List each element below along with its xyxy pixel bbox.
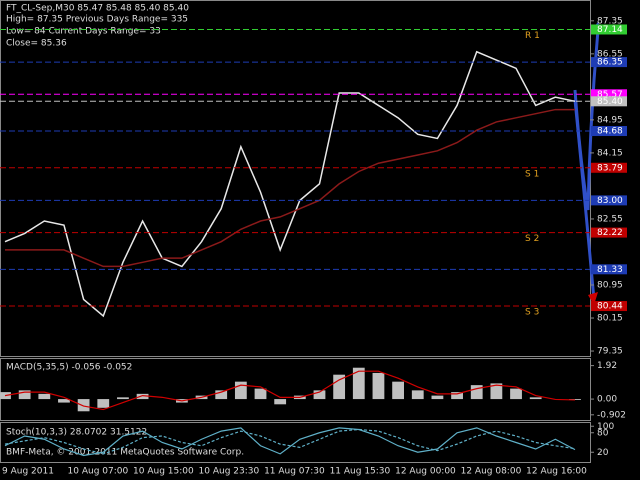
x-tick-label: 9 Aug 2011 — [2, 467, 54, 477]
y-tick-label: 86.55 — [597, 49, 623, 59]
level-name: S 3 — [525, 308, 539, 318]
macd-bar — [431, 395, 444, 400]
y-tick-label: 100 — [597, 422, 614, 432]
macd-bar — [215, 390, 228, 400]
x-tick-label: 10 Aug 23:30 — [199, 467, 260, 477]
macd-bar — [372, 372, 385, 400]
y-tick-label: 79.35 — [597, 347, 623, 357]
level-name: S 2 — [525, 234, 539, 244]
level-tag — [591, 195, 627, 206]
level-tag — [591, 96, 627, 107]
macd-bar — [529, 397, 542, 400]
y-tick-label: 84.95 — [597, 115, 623, 125]
macd-bar — [117, 397, 129, 400]
macd-bar — [18, 390, 31, 400]
macd-bar — [58, 399, 70, 403]
x-tick-label: 10 Aug 15:00 — [133, 467, 194, 477]
main-title: FT_CL-Sep,M30 85.47 85.48 85.40 85.40 — [6, 4, 189, 14]
arrow-head — [588, 292, 598, 305]
stoch-title: Stoch(10,3,3) 28.0702 31.5122 — [6, 428, 147, 438]
y-tick-label: 1.92 — [597, 361, 617, 371]
x-tick-label: 10 Aug 07:00 — [68, 467, 129, 477]
level-tag — [591, 264, 627, 275]
x-tick-label: 11 Aug 07:30 — [264, 467, 325, 477]
level-tag — [591, 227, 627, 238]
copyright: BMF-Meta, © 2001-2011 MetaQuotes Softwar… — [6, 448, 244, 458]
level-label: 83.00 — [597, 196, 623, 206]
level-label: 80.44 — [597, 302, 623, 312]
y-tick-label: 80.95 — [597, 281, 623, 291]
y-tick-label: 80.15 — [597, 314, 623, 324]
y-tick-label: 82.55 — [597, 214, 623, 224]
y-tick-label: -0.902 — [597, 410, 626, 420]
level-label: 82.22 — [597, 228, 623, 238]
info-line: Low= 84 Current Days Range= 33 — [6, 27, 161, 37]
macd-bar — [490, 383, 503, 400]
macd-bar — [470, 385, 483, 400]
level-tag — [591, 57, 627, 68]
series-line — [4, 50, 576, 318]
level-tag — [591, 301, 627, 312]
macd-bar — [333, 374, 346, 400]
macd-bar — [38, 393, 51, 400]
macd-bar — [392, 381, 404, 400]
info-line: High= 87.35 Previous Days Range= 335 — [6, 15, 188, 25]
level-label: 86.35 — [597, 58, 623, 68]
series-line — [5, 108, 575, 268]
macd-title: MACD(5,35,5) -0.056 -0.052 — [6, 363, 132, 373]
y-tick-label: 84.15 — [597, 148, 623, 158]
level-label: 81.33 — [597, 265, 623, 275]
forecast-arrow — [573, 99, 596, 301]
y-tick-label: 80 — [597, 428, 609, 438]
level-tag — [591, 89, 627, 100]
macd-bar — [254, 388, 267, 400]
level-tag — [591, 24, 627, 35]
level-tag — [591, 162, 627, 173]
macd-bar — [97, 399, 110, 408]
x-tick-label: 11 Aug 15:30 — [330, 467, 391, 477]
y-tick-label: 20 — [597, 448, 609, 458]
y-tick-label: 0.00 — [597, 395, 617, 405]
x-tick-label: 12 Aug 00:00 — [395, 467, 456, 477]
macd-bar — [411, 390, 424, 400]
level-tag — [591, 126, 627, 137]
level-label: 85.57 — [597, 90, 623, 100]
x-tick-label: 12 Aug 16:00 — [526, 467, 587, 477]
x-tick-label: 12 Aug 08:00 — [461, 467, 522, 477]
macd-bar — [510, 388, 522, 400]
macd-bar — [234, 381, 247, 400]
macd-bar — [451, 392, 463, 400]
macd-bar — [77, 399, 90, 412]
stoch-frame — [0, 422, 591, 463]
macd-frame — [0, 358, 591, 421]
level-label: 85.40 — [597, 97, 623, 107]
macd-bar — [313, 390, 326, 400]
level-label: 87.14 — [597, 25, 623, 35]
info-line: Close= 85.36 — [6, 39, 67, 49]
level-label: 84.68 — [597, 127, 623, 137]
y-tick-label: 87.35 — [597, 16, 623, 26]
level-label: 83.79 — [597, 163, 623, 173]
macd-bar — [352, 367, 365, 400]
main-frame — [0, 0, 591, 357]
level-name: S 1 — [525, 169, 539, 179]
level-name: R 1 — [525, 31, 540, 41]
macd-bar — [136, 393, 149, 400]
macd-bar — [274, 399, 287, 405]
series-line — [4, 370, 576, 411]
series-line — [4, 428, 576, 455]
